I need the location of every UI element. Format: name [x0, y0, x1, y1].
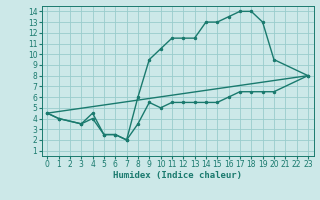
X-axis label: Humidex (Indice chaleur): Humidex (Indice chaleur)	[113, 171, 242, 180]
